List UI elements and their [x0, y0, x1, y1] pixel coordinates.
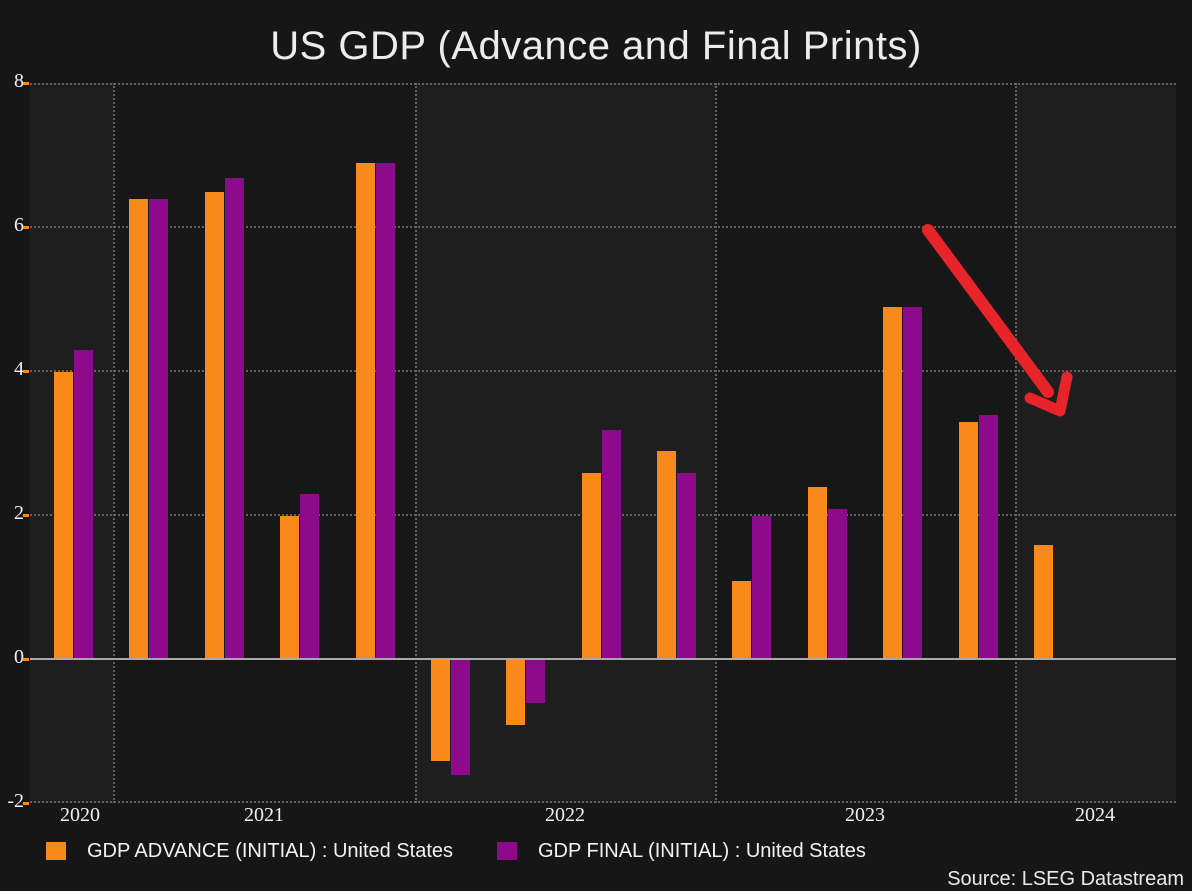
bar-advance-2022-Q4 [657, 451, 677, 660]
y-tick-label: 0 [14, 646, 24, 668]
bar-final-2023-Q4 [978, 415, 998, 660]
y-tick-label: 4 [14, 358, 24, 380]
bar-advance-2022-Q3 [581, 472, 601, 660]
bar-advance-2023-Q2 [807, 487, 827, 660]
final-legend-swatch [497, 842, 517, 860]
final-legend-label: GDP FINAL (INITIAL) : United States [538, 839, 866, 862]
y-tick-label: 6 [14, 214, 24, 236]
bar-advance-2022-Q1 [430, 658, 450, 761]
source-attribution: Source: LSEG Datastream [947, 868, 1184, 890]
axis-tick-mark [23, 802, 29, 805]
advance-legend-label: GDP ADVANCE (INITIAL) : United States [87, 839, 454, 862]
y-tick-label: 8 [14, 70, 24, 92]
horizontal-gridline [30, 801, 1176, 803]
bar-final-2021-Q3 [300, 494, 320, 660]
plot-area [23, 82, 1176, 805]
axis-tick-mark [23, 514, 29, 517]
bar-advance-2024-Q1 [1033, 544, 1053, 660]
bar-final-2023-Q2 [827, 508, 847, 660]
horizontal-gridline [30, 370, 1176, 372]
legend-item-final: GDP FINAL (INITIAL) : United States [497, 839, 866, 862]
x-tick-label: 2022 [545, 804, 585, 826]
vertical-gridline [1015, 83, 1017, 803]
bar-final-2021-Q2 [224, 177, 244, 660]
x-tick-label: 2023 [845, 804, 885, 826]
bar-advance-2021-Q3 [280, 516, 300, 660]
vertical-gridline [113, 83, 115, 803]
x-tick-label: 2020 [60, 804, 100, 826]
bar-advance-2021-Q2 [204, 192, 224, 660]
bar-advance-2021-Q4 [355, 163, 375, 660]
year-panel [1015, 83, 1176, 803]
bar-final-2022-Q4 [677, 472, 697, 660]
bar-advance-2021-Q1 [129, 199, 149, 660]
advance-legend-swatch [46, 842, 66, 860]
x-tick-label: 2024 [1075, 804, 1115, 826]
axis-tick-mark [23, 370, 29, 373]
bar-advance-2023-Q1 [732, 580, 752, 660]
horizontal-gridline [30, 83, 1176, 85]
axis-tick-mark [23, 226, 29, 229]
zero-baseline [30, 658, 1176, 660]
vertical-gridline [715, 83, 717, 803]
bar-advance-2023-Q3 [883, 307, 903, 660]
bar-final-2023-Q1 [752, 516, 772, 660]
y-tick-label: -2 [7, 790, 24, 812]
bar-advance-2020-Q4 [54, 372, 73, 660]
legend-item-advance: GDP ADVANCE (INITIAL) : United States [46, 839, 454, 862]
bar-final-2021-Q4 [375, 163, 395, 660]
axis-tick-mark [23, 82, 29, 85]
bar-final-2022-Q3 [601, 429, 621, 660]
bar-final-2023-Q3 [903, 307, 923, 660]
axis-tick-mark [23, 658, 29, 661]
bar-final-2020-Q4 [74, 350, 93, 660]
bar-final-2021-Q1 [149, 199, 169, 660]
bar-final-2022-Q2 [526, 658, 546, 704]
vertical-gridline [415, 83, 417, 803]
chart-title: US GDP (Advance and Final Prints) [270, 24, 922, 68]
bar-advance-2023-Q4 [958, 422, 978, 660]
x-tick-label: 2021 [244, 804, 284, 826]
horizontal-gridline [30, 226, 1176, 228]
bar-final-2022-Q1 [450, 658, 470, 776]
y-tick-label: 2 [14, 502, 24, 524]
bar-advance-2022-Q2 [506, 658, 526, 725]
